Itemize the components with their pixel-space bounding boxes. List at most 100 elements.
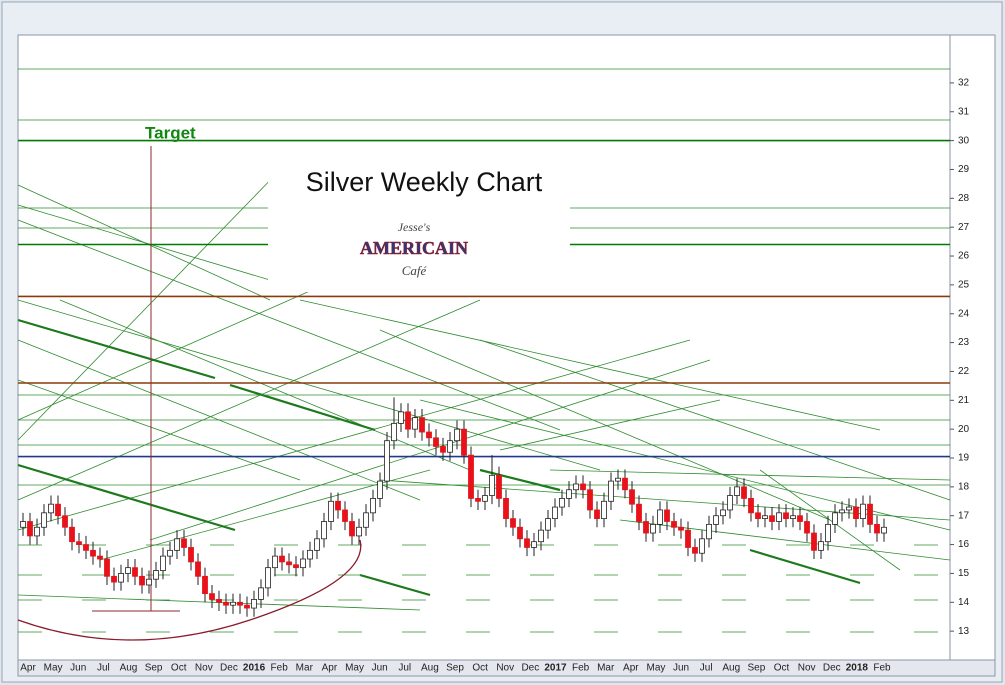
candle-body <box>118 573 124 583</box>
candle-body <box>125 567 131 574</box>
candle-body <box>307 549 313 560</box>
candle-body <box>174 538 180 551</box>
candle-body <box>804 521 810 534</box>
candle-body <box>755 512 761 520</box>
candle-body <box>692 547 698 554</box>
y-tick-label: 19 <box>958 453 970 464</box>
x-tick-label: Jul <box>398 663 411 674</box>
candle-body <box>300 558 306 569</box>
plot-area <box>17 34 951 661</box>
candle-body <box>111 575 117 583</box>
candle-body <box>433 437 439 447</box>
candle-body <box>412 417 418 430</box>
candle-body <box>867 503 873 525</box>
x-tick-label: Jun <box>372 663 388 674</box>
y-tick-label: 26 <box>958 251 970 262</box>
y-tick-label: 27 <box>958 222 970 233</box>
candle-body <box>496 474 502 499</box>
x-tick-label: May <box>646 663 665 674</box>
candle-body <box>55 503 61 517</box>
x-tick-label: Sep <box>748 663 766 674</box>
trendline <box>379 329 831 521</box>
candle-body <box>734 486 740 496</box>
candle-body <box>391 422 397 442</box>
candle-body <box>482 495 488 502</box>
x-tick-label: Nov <box>195 663 213 674</box>
candle-body <box>279 555 285 563</box>
candle-body <box>160 555 166 571</box>
candle-body <box>713 515 719 525</box>
candle-body <box>20 521 26 528</box>
candle-body <box>811 532 817 551</box>
y-tick-label: 21 <box>958 395 970 406</box>
x-tick-label: Oct <box>472 663 488 674</box>
x-tick-label: Oct <box>774 663 790 674</box>
candle-body <box>216 599 222 603</box>
candle-body <box>188 547 194 563</box>
y-tick-label: 22 <box>958 366 970 377</box>
candle-body <box>181 538 187 548</box>
x-tick-label: May <box>44 663 63 674</box>
candle-body <box>321 521 327 540</box>
trendline <box>17 299 481 501</box>
y-tick-label: 31 <box>958 106 970 117</box>
candle-body <box>748 498 754 514</box>
candle-body <box>265 567 271 589</box>
x-tick-label: Mar <box>597 663 615 674</box>
y-tick-label: 16 <box>958 539 970 550</box>
candle-body <box>776 512 782 522</box>
candle-body <box>818 541 824 551</box>
candle-body <box>209 593 215 600</box>
candle-body <box>461 428 467 456</box>
candle-body <box>559 498 565 508</box>
trendline <box>149 359 711 541</box>
candle-body <box>832 512 838 525</box>
y-tick-label: 23 <box>958 337 970 348</box>
cup-curve <box>17 539 362 641</box>
x-tick-label: Aug <box>722 663 740 674</box>
candle-body <box>517 526 523 540</box>
x-tick-label: Nov <box>496 663 514 674</box>
candle-body <box>601 500 607 520</box>
y-tick-label: 32 <box>958 78 970 89</box>
candle-body <box>146 578 152 586</box>
candle-body <box>132 567 138 577</box>
candle-body <box>230 601 236 606</box>
candle-body <box>580 483 586 491</box>
candle-body <box>97 555 103 560</box>
candle-body <box>223 601 229 606</box>
candle-body <box>363 512 369 528</box>
candle-body <box>27 521 33 537</box>
candle-body <box>48 503 54 514</box>
candle-body <box>839 509 845 514</box>
candle-body <box>83 544 89 551</box>
candle-body <box>104 558 110 577</box>
x-tick-label: Feb <box>572 663 590 674</box>
candle-body <box>846 506 852 511</box>
candle-body <box>825 523 831 543</box>
y-tick-label: 24 <box>958 308 970 319</box>
candle-body <box>629 489 635 505</box>
candle-body <box>874 523 880 534</box>
candle-body <box>489 474 495 496</box>
candle-body <box>258 587 264 600</box>
trendline <box>59 299 471 471</box>
candle-body <box>202 575 208 595</box>
candle-body <box>797 515 803 522</box>
chart-title: Silver Weekly Chart <box>306 167 543 197</box>
candle-body <box>447 440 453 453</box>
candle-body <box>41 512 47 528</box>
x-tick-label: 2017 <box>544 663 567 674</box>
title-box <box>268 160 570 292</box>
candle-body <box>34 526 40 537</box>
x-tick-label: Feb <box>873 663 891 674</box>
x-tick-label: Sep <box>145 663 163 674</box>
candle-body <box>552 506 558 520</box>
y-tick-label: 20 <box>958 424 970 435</box>
candle-body <box>398 411 404 424</box>
candle-body <box>678 526 684 531</box>
candle-body <box>328 500 334 522</box>
candle-body <box>153 570 159 580</box>
